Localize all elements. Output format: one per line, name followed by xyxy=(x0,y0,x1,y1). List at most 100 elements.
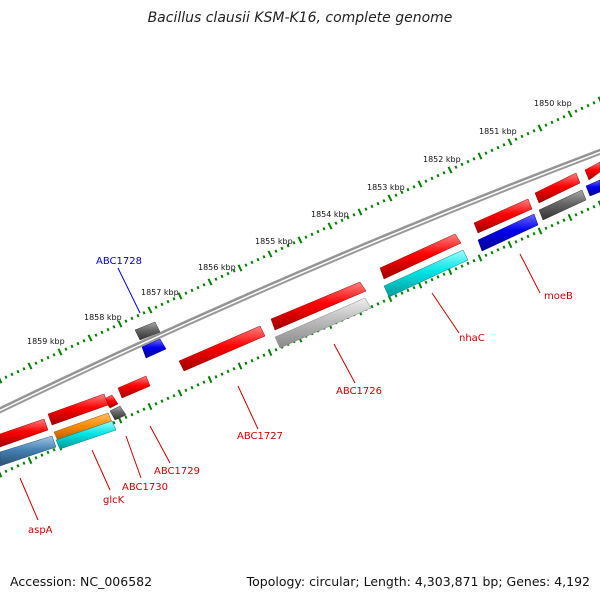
minor-tick xyxy=(196,285,200,290)
kbp-label-1857: 1857 kbp xyxy=(141,288,179,297)
minor-tick xyxy=(172,393,176,398)
minor-tick xyxy=(340,218,344,223)
minor-tick xyxy=(274,249,278,253)
gene-label-abc1730: ABC1730 xyxy=(122,482,168,493)
minor-tick xyxy=(220,274,224,279)
minor-tick xyxy=(472,258,476,263)
minor-tick xyxy=(592,101,596,105)
minor-tick xyxy=(292,241,296,245)
gene-label-moeb: moeB xyxy=(544,291,573,302)
minor-tick xyxy=(550,120,554,125)
minor-tick xyxy=(250,260,254,265)
gene-feature xyxy=(473,198,533,234)
minor-tick xyxy=(556,117,560,122)
minor-tick xyxy=(514,137,518,141)
minor-tick xyxy=(460,162,464,167)
gene-feature xyxy=(383,249,469,298)
major-tick xyxy=(237,362,243,370)
gene-feature xyxy=(379,233,462,280)
major-tick xyxy=(447,267,453,276)
minor-tick xyxy=(316,229,320,234)
minor-tick xyxy=(196,383,200,387)
minor-tick xyxy=(10,466,14,471)
major-tick xyxy=(507,138,513,146)
minor-tick xyxy=(286,243,290,248)
minor-tick xyxy=(130,316,134,321)
minor-tick xyxy=(250,358,254,363)
major-tick xyxy=(567,213,573,222)
minor-tick xyxy=(322,227,326,231)
minor-tick xyxy=(232,269,236,273)
major-tick xyxy=(267,250,273,258)
minor-tick xyxy=(574,213,578,217)
minor-tick xyxy=(370,204,374,209)
major-tick xyxy=(387,194,393,202)
minor-tick xyxy=(370,304,374,309)
minor-tick xyxy=(502,143,506,147)
minor-tick xyxy=(544,123,548,127)
major-tick xyxy=(537,124,543,132)
minor-tick xyxy=(562,218,566,222)
minor-tick xyxy=(124,319,128,323)
minor-tick xyxy=(436,275,440,279)
major-tick xyxy=(597,200,600,207)
minor-tick xyxy=(520,134,524,139)
minor-tick xyxy=(472,157,476,161)
minor-tick xyxy=(382,199,386,203)
gene-feature xyxy=(477,213,539,252)
minor-tick xyxy=(532,129,536,133)
kbp-label-1851: 1851 kbp xyxy=(479,127,517,136)
minor-tick xyxy=(112,325,116,329)
minor-tick xyxy=(22,367,26,371)
minor-tick xyxy=(490,148,494,153)
gene-feature xyxy=(585,179,600,197)
minor-tick xyxy=(586,103,590,108)
major-tick xyxy=(537,227,543,235)
gene-feature xyxy=(47,393,109,426)
major-tick xyxy=(117,320,123,328)
major-tick xyxy=(57,348,63,356)
minor-tick xyxy=(496,248,500,252)
gene-feature xyxy=(270,281,367,331)
minor-tick xyxy=(4,375,8,379)
minor-tick xyxy=(136,410,140,414)
minor-tick xyxy=(16,464,20,468)
kbp-label-1853: 1853 kbp xyxy=(367,183,405,192)
minor-tick xyxy=(484,253,488,258)
minor-tick xyxy=(346,215,350,220)
gene-feature xyxy=(109,405,127,421)
gene-feature xyxy=(534,172,581,204)
minor-tick xyxy=(40,453,44,457)
minor-tick xyxy=(34,361,38,365)
kbp-label-1852: 1852 kbp xyxy=(423,155,461,164)
major-tick xyxy=(567,110,573,118)
minor-tick xyxy=(304,235,308,239)
gene-feature xyxy=(538,189,587,221)
minor-tick xyxy=(40,358,44,363)
major-tick xyxy=(0,377,3,384)
genome-backbone xyxy=(0,148,600,414)
minor-tick xyxy=(184,291,188,295)
minor-tick xyxy=(496,145,500,150)
minor-tick xyxy=(106,327,110,332)
genome-summary-text: Topology: circular; Length: 4,303,871 bp… xyxy=(246,574,590,589)
minor-tick xyxy=(394,193,398,197)
minor-tick xyxy=(4,469,8,474)
minor-tick xyxy=(490,250,494,255)
minor-tick xyxy=(154,402,158,406)
minor-tick xyxy=(202,380,206,384)
minor-tick xyxy=(430,277,434,282)
major-tick xyxy=(447,166,453,174)
gene-feature xyxy=(55,420,117,450)
minor-tick xyxy=(166,299,170,304)
minor-tick xyxy=(520,237,524,241)
outer-scale-ruler xyxy=(0,96,600,384)
gene-features xyxy=(0,161,600,467)
minor-tick xyxy=(526,234,530,239)
minor-tick xyxy=(184,388,188,393)
minor-tick xyxy=(466,261,470,266)
gene-feature xyxy=(274,297,372,349)
major-tick xyxy=(417,180,423,188)
major-tick xyxy=(87,334,93,342)
